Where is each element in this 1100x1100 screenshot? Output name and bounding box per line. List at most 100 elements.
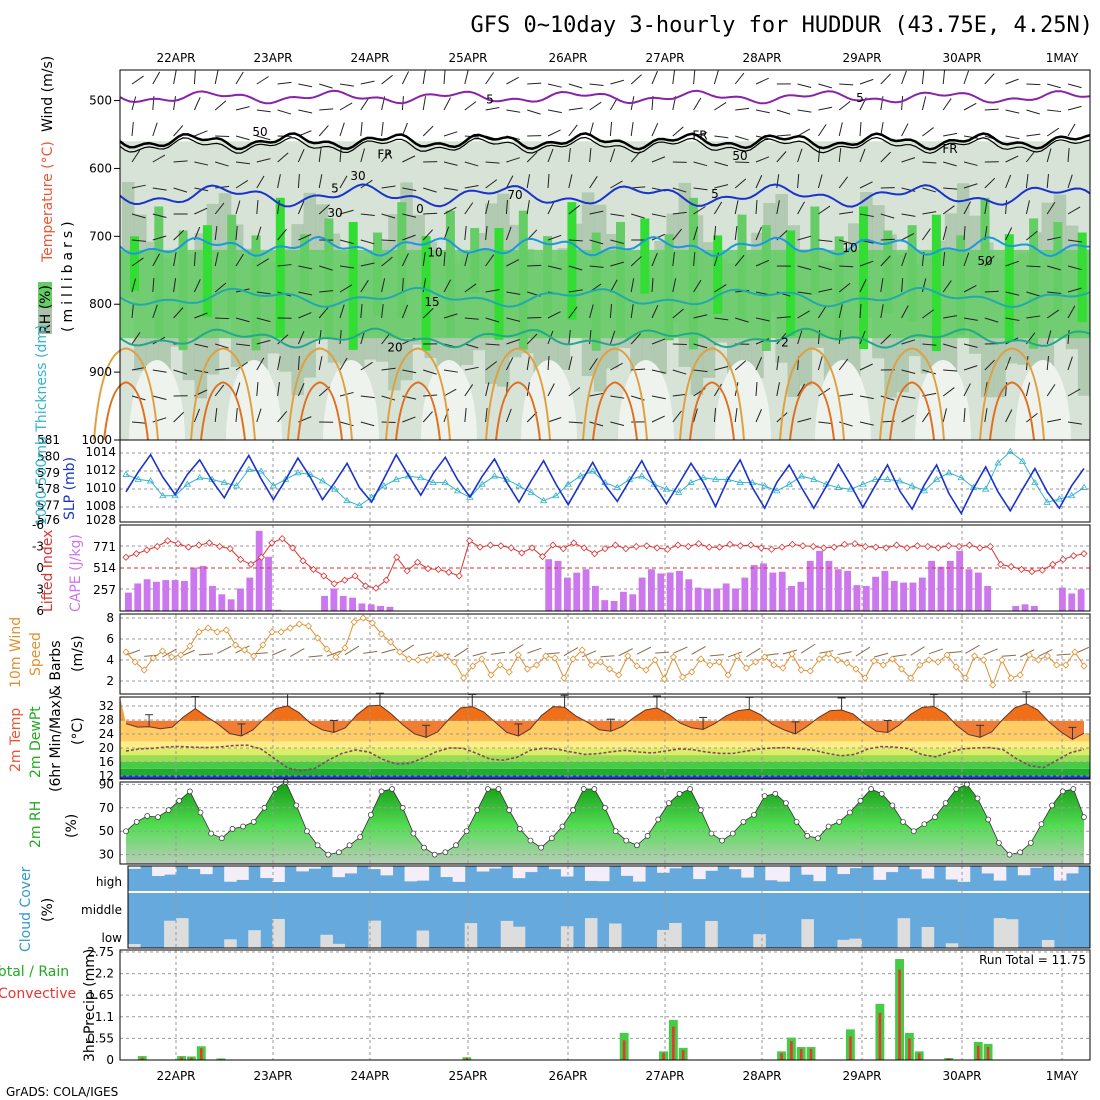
- pressure-tick-label: 900: [89, 365, 112, 379]
- wind-barb: [547, 174, 550, 189]
- wind-barb: [443, 388, 457, 397]
- rh-marker: [155, 814, 161, 820]
- wind-barb: [568, 421, 583, 424]
- wind-barb: [339, 175, 348, 189]
- wind-barb: [963, 252, 970, 267]
- precip-total-label: Total / Rain: [0, 964, 69, 980]
- thickness-marker: [453, 487, 462, 494]
- wind-barb: [505, 226, 512, 241]
- wind-barb: [152, 154, 166, 163]
- rh-column: [859, 206, 868, 350]
- wind-barb: [277, 356, 281, 371]
- high-cloud-gap: [164, 866, 177, 875]
- wind-tick: 8: [106, 611, 114, 625]
- wind-barb: [214, 408, 218, 423]
- rh2m-units-label: (%): [64, 814, 80, 838]
- cape-bar: [1012, 605, 1020, 611]
- surface-barb: [782, 649, 798, 655]
- wind-barb: [630, 122, 634, 137]
- low-cloud-gap: [560, 926, 574, 948]
- wind-barb: [1047, 109, 1062, 113]
- contour-label: 70: [507, 188, 522, 202]
- wind-barb: [713, 383, 722, 397]
- wind-barb: [776, 382, 780, 397]
- date-label-top: 30APR: [942, 51, 981, 65]
- wind-barb: [963, 285, 977, 293]
- wind-speed-marker: [596, 658, 605, 666]
- wind-barb: [526, 200, 530, 215]
- contour-line: [119, 235, 1091, 258]
- lifted-index-marker: [799, 542, 807, 550]
- rh-marker: [1049, 802, 1055, 809]
- wind-barb: [859, 330, 866, 345]
- date-label-bottom: 30APR: [942, 1069, 981, 1083]
- rh-marker: [516, 826, 523, 832]
- wind-speed-marker: [496, 661, 504, 669]
- high-cloud-gap: [693, 866, 706, 880]
- rh-column: [324, 218, 334, 340]
- cape-bar: [199, 565, 207, 611]
- thickness-marker: [810, 475, 818, 482]
- precip-conv-bar: [809, 1049, 813, 1060]
- wind-barb: [921, 70, 925, 85]
- wind-barb: [963, 343, 978, 348]
- upper-wind-barbs: [131, 69, 1082, 427]
- wind-barb: [921, 228, 931, 241]
- wind-barb: [1025, 382, 1031, 397]
- wind-barb: [339, 122, 345, 137]
- precip-conv-label: Convective: [0, 986, 76, 1002]
- high-cloud-gap: [945, 866, 959, 880]
- wind-barb: [838, 330, 842, 345]
- high-cloud-gap: [452, 866, 466, 882]
- wind-barb: [422, 411, 433, 423]
- rh-marker: [1017, 849, 1023, 856]
- high-cloud-gap: [488, 866, 502, 869]
- thickness-marker: [883, 475, 892, 482]
- wind-barb: [1067, 239, 1082, 243]
- rh-column: [956, 235, 966, 336]
- thickness-marker: [171, 491, 179, 499]
- wind-barb: [423, 187, 437, 193]
- warm-contour: [989, 381, 1035, 441]
- wind-barb: [817, 356, 823, 371]
- wind-barb: [173, 230, 185, 241]
- wind-barb: [963, 226, 966, 241]
- wind-speed-marker: [514, 651, 522, 659]
- thickness-marker: [711, 475, 720, 482]
- contour-line: [119, 89, 1091, 105]
- lifted-index-marker: [663, 545, 672, 553]
- surface-barb: [800, 643, 816, 654]
- wind-barb: [922, 127, 934, 137]
- lifted-index-marker: [518, 549, 526, 557]
- cloud-level-middle: middle: [81, 903, 122, 917]
- lifted-index-marker: [986, 542, 994, 551]
- wind-barb: [797, 83, 812, 89]
- cape-bar: [853, 585, 861, 611]
- rh-marker: [229, 826, 236, 832]
- rh-marker: [1038, 821, 1045, 828]
- rh-marker: [878, 790, 885, 797]
- wind-barb: [818, 265, 833, 271]
- contour-line: [119, 132, 1091, 151]
- rh-marker: [378, 788, 385, 795]
- wind-barb: [526, 356, 530, 371]
- cape-bar: [928, 560, 936, 611]
- wind-barb: [589, 239, 604, 245]
- precip-conv-bar: [140, 1057, 144, 1060]
- wind-barb: [152, 235, 167, 241]
- rh-marker: [697, 807, 704, 813]
- wind-barb: [277, 152, 289, 163]
- wind-speed-marker: [642, 666, 650, 674]
- high-cloud-gap: [705, 866, 718, 871]
- wind-speed-marker: [998, 656, 1006, 664]
- thickness-marker: [576, 472, 585, 479]
- low-cloud-gap: [332, 943, 345, 948]
- rh-marker: [900, 818, 906, 825]
- wind-speed-marker: [441, 652, 449, 660]
- precip-conv-bar: [790, 1041, 793, 1060]
- rh-column: [300, 234, 310, 292]
- low-cloud-gap: [512, 926, 526, 948]
- lifted-index-marker: [455, 572, 463, 580]
- wind-barb: [880, 151, 892, 163]
- precip-conv-bar: [672, 1026, 675, 1060]
